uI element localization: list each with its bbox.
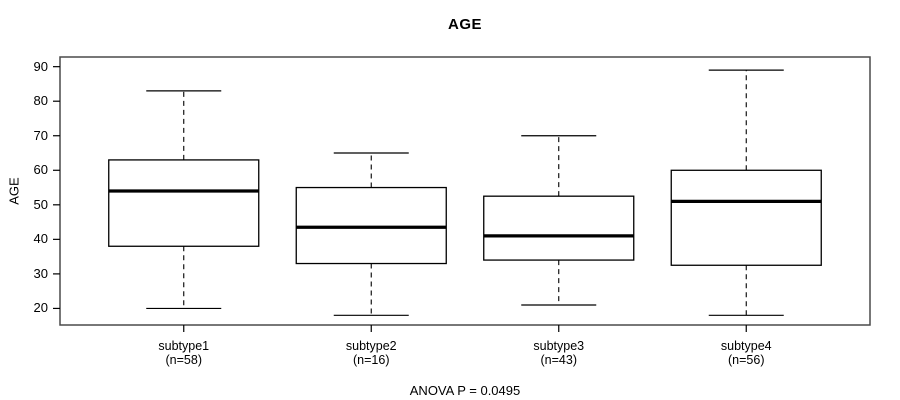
- category-count: (n=58): [165, 353, 202, 367]
- chart-title: AGE: [447, 16, 482, 33]
- category-name: subtype1: [158, 339, 210, 353]
- iqr-box: [670, 169, 822, 266]
- y-tick-label: 60: [33, 162, 48, 178]
- category-count: (n=43): [540, 353, 577, 367]
- category-name: subtype2: [345, 339, 397, 353]
- category-count: (n=56): [728, 353, 765, 367]
- category-name: subtype3: [533, 339, 585, 353]
- category-label: subtype1 (n=58): [109, 339, 259, 367]
- y-tick-label: 30: [33, 265, 48, 281]
- category-count: (n=16): [353, 353, 390, 367]
- y-tick-label: 50: [33, 196, 48, 212]
- category-label: subtype2 (n=16): [296, 339, 446, 367]
- iqr-box: [483, 195, 635, 261]
- anova-annotation: ANOVA P = 0.0495: [409, 383, 521, 398]
- y-tick-label: 20: [33, 300, 48, 316]
- y-tick-label: 90: [33, 58, 48, 74]
- y-tick-label: 70: [33, 127, 48, 143]
- category-label: subtype3 (n=43): [484, 339, 634, 367]
- y-tick-label: 80: [33, 93, 48, 109]
- category-label: subtype4 (n=56): [671, 339, 821, 367]
- category-name: subtype4: [720, 339, 772, 353]
- y-tick-label: 40: [33, 231, 48, 247]
- iqr-box: [108, 159, 260, 247]
- plot-frame: [59, 56, 871, 326]
- iqr-box: [295, 186, 447, 265]
